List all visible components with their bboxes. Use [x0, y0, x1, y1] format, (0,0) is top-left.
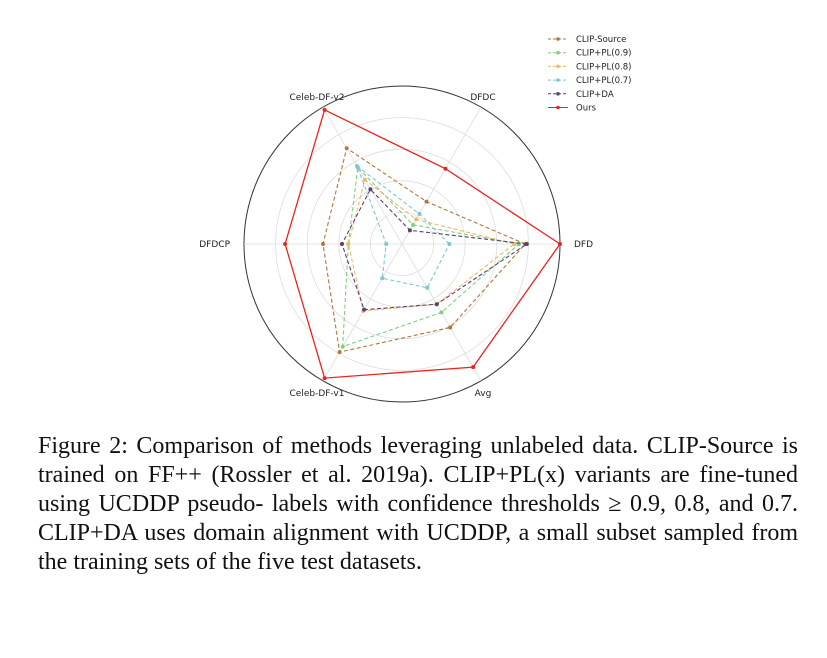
data-point — [425, 285, 430, 290]
data-point — [439, 310, 444, 315]
data-point — [354, 164, 359, 169]
figure-caption: Figure 2: Comparison of methods leveragi… — [38, 432, 798, 577]
data-point — [417, 211, 422, 216]
caption-line-4: labels with confidence thresholds ≥ 0.9,… — [271, 491, 799, 517]
axis-spoke — [401, 106, 482, 245]
series-line — [347, 178, 516, 312]
series-clip-da — [339, 187, 529, 312]
legend-item: Ours — [548, 104, 597, 114]
data-point — [424, 199, 429, 204]
axis-label-celeb-df-v2: Celeb-DF-v2 — [290, 93, 345, 103]
data-point — [321, 242, 325, 246]
axis-label-avg: Avg — [475, 389, 492, 399]
series-line — [322, 147, 527, 353]
data-point — [512, 242, 517, 246]
data-point — [558, 242, 562, 246]
legend-marker — [556, 92, 560, 96]
caption-line-3: CLIP+PL(x) variants are fine-tuned using… — [38, 462, 798, 517]
axis-labels: DFD DFDC Celeb-DF-v2 DFDCP Celeb-DF-v1 Avg — [199, 93, 593, 399]
legend-marker — [556, 37, 560, 41]
series-line — [341, 188, 529, 311]
axis-label-dfdcp: DFDCP — [199, 240, 230, 250]
data-point — [340, 344, 345, 349]
axis-spoke — [322, 106, 403, 245]
legend-label: CLIP+PL(0.8) — [576, 62, 631, 72]
data-point — [471, 365, 476, 370]
data-point — [384, 242, 389, 246]
data-point — [346, 242, 351, 246]
radar-svg: DFD DFDC Celeb-DF-v2 DFDCP Celeb-DF-v1 Avg CL… — [199, 35, 631, 403]
radar-chart: DFD DFDC Celeb-DF-v2 DFDCP Celeb-DF-v1 Avg CL… — [199, 35, 631, 403]
legend-marker — [556, 105, 560, 110]
axis-label-celeb-df-v1: Celeb-DF-v1 — [290, 389, 345, 399]
data-point — [447, 242, 452, 246]
legend-marker — [556, 50, 560, 55]
legend-label: CLIP+PL(0.7) — [576, 76, 631, 86]
data-point — [362, 177, 367, 182]
data-point — [283, 242, 288, 246]
data-point — [362, 307, 367, 312]
legend-marker — [556, 78, 560, 82]
caption-line-2: CLIP-Source is trained on FF++ (Rossler … — [38, 433, 799, 488]
data-point — [339, 242, 344, 246]
data-point — [434, 302, 439, 307]
data-point — [407, 228, 412, 233]
legend-label: CLIP+PL(0.9) — [576, 49, 631, 59]
legend-label: Ours — [576, 104, 597, 114]
caption-line-6: subset sampled from the training sets of… — [38, 520, 799, 575]
legend-marker — [556, 64, 560, 69]
data-point — [414, 217, 419, 222]
axis-label-dfd: DFD — [574, 240, 593, 250]
data-point — [443, 166, 448, 171]
series-ours — [283, 107, 562, 381]
series-clip-pl-0-7- — [354, 164, 452, 290]
data-point — [322, 107, 327, 112]
data-point — [411, 222, 416, 227]
data-point — [337, 350, 342, 355]
axis-label-dfdc: DFDC — [470, 93, 495, 103]
legend-item: CLIP+PL(0.8) — [548, 62, 631, 72]
data-point — [322, 376, 327, 381]
data-point — [344, 146, 349, 151]
legend-label: CLIP+DA — [576, 90, 614, 100]
legend: CLIP-Source CLIP+PL(0.9) CLIP+PL(0.8) CLIP+… — [548, 35, 631, 114]
data-point — [524, 242, 529, 246]
legend-item: CLIP+DA — [548, 90, 614, 100]
legend-item: CLIP+PL(0.7) — [548, 76, 631, 86]
data-point — [380, 276, 385, 281]
data-point — [448, 325, 453, 330]
caption-line-5: CLIP+DA uses domain alignment with UCDDP… — [38, 520, 589, 546]
legend-item: CLIP+PL(0.9) — [548, 49, 631, 59]
legend-label: CLIP-Source — [576, 35, 626, 45]
legend-item: CLIP-Source — [548, 35, 626, 45]
caption-line-1: Figure 2: Comparison of methods leveragi… — [38, 433, 639, 459]
radar-series — [283, 107, 562, 381]
data-point — [368, 187, 373, 192]
